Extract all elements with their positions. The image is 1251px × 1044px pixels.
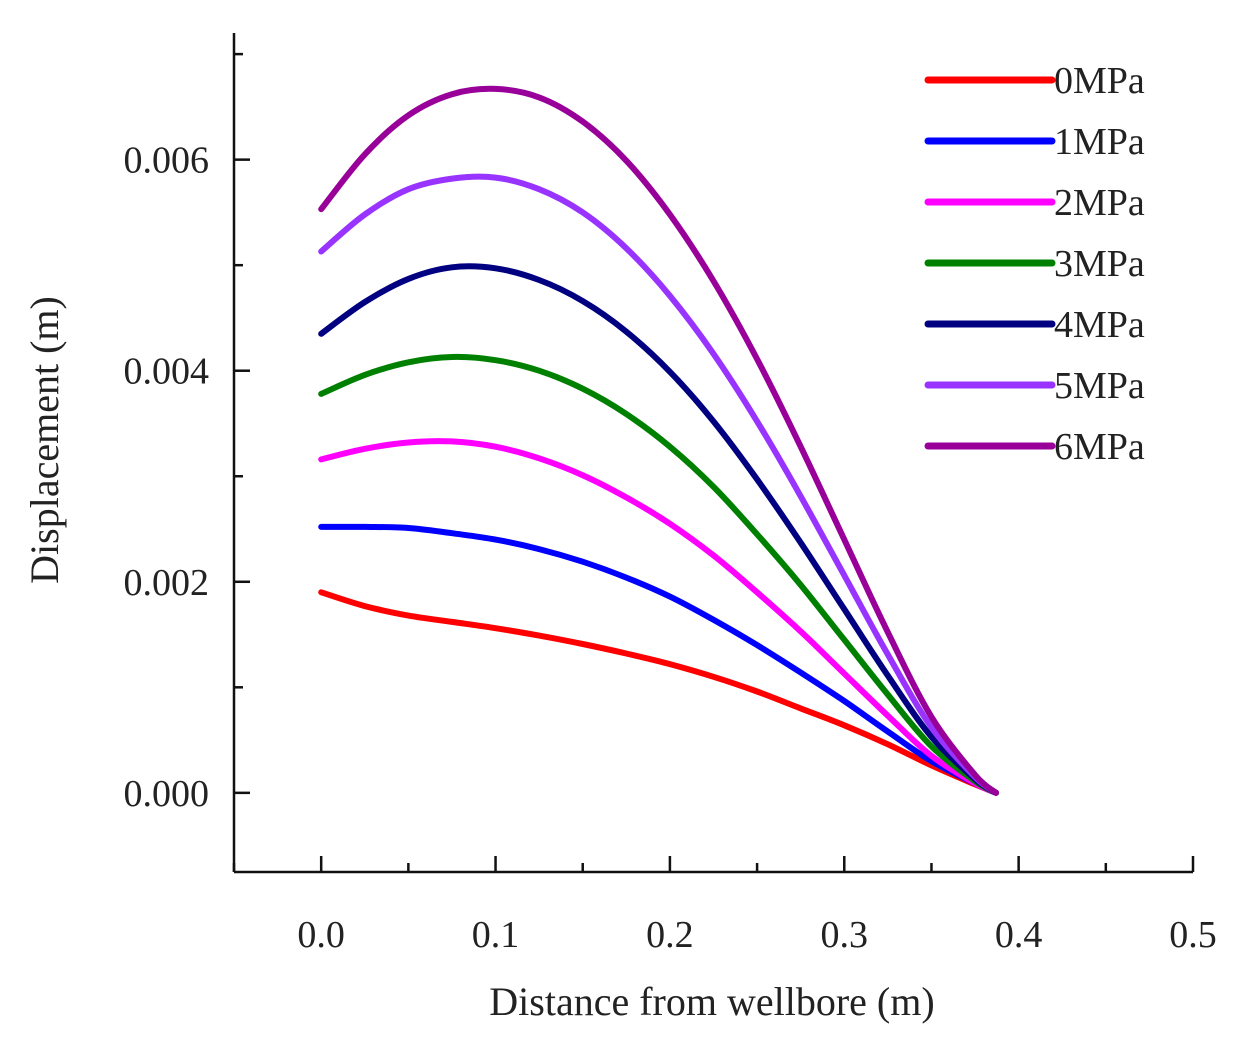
x-tick-label: 0.5 [1169,914,1217,956]
series-line-3MPa [318,353,999,796]
x-tick-label: 0.3 [821,914,869,956]
y-axis-title: Displacement (m) [22,296,67,584]
legend-label-1MPa: 1MPa [1054,121,1145,163]
legend-label-5MPa: 5MPa [1054,365,1145,407]
x-tick-label: 0.4 [995,914,1043,956]
series-line-0MPa [318,589,999,796]
legend-label-4MPa: 4MPa [1054,304,1145,346]
axes: 0.0 0.1 0.2 0.3 0.4 0.5 0.000 0.002 0.004 0.006 [124,33,1217,956]
y-tick-label: 0.006 [124,140,210,182]
x-tick-label: 0.2 [646,914,694,956]
x-axis-title: Distance from wellbore (m) [489,979,934,1024]
plot-lines [318,85,999,796]
legend-label-3MPa: 3MPa [1054,243,1145,285]
x-tick-label: 0.0 [297,914,345,956]
series-line-6MPa [318,85,999,796]
series-line-5MPa [318,173,999,796]
x-tick-label: 0.1 [472,914,520,956]
y-tick-label: 0.002 [124,562,210,604]
legend-label-6MPa: 6MPa [1054,426,1145,468]
legend-label-0MPa: 0MPa [1054,60,1145,102]
y-tick-label: 0.004 [124,351,210,393]
legend: 0MPa 1MPa 2MPa 3MPa 4MPa 5MPa 6MPa [924,60,1145,468]
series-line-4MPa [318,263,999,796]
y-tick-label: 0.000 [124,773,210,815]
series-line-1MPa [318,523,999,796]
legend-label-2MPa: 2MPa [1054,182,1145,224]
series-line-2MPa [318,438,999,796]
